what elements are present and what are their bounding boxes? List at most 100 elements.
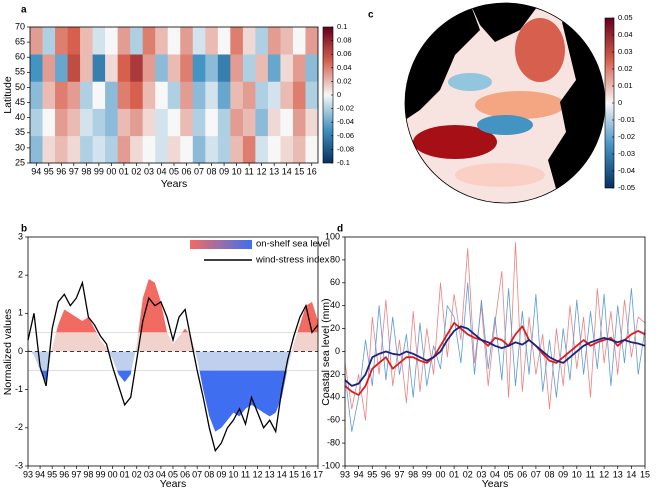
y-tick-label: -1	[15, 384, 23, 394]
area	[56, 279, 318, 333]
x-tick-label: 05	[169, 166, 179, 176]
x-tick-label: 09	[558, 469, 568, 479]
heatmap-cell	[105, 27, 118, 55]
heatmap-cell	[67, 135, 81, 164]
heatmap-cell	[167, 27, 181, 55]
x-tick-label: 15	[294, 166, 304, 176]
heatmap-cell	[142, 27, 156, 55]
x-tick-label: 10	[232, 166, 242, 176]
x-tick-label: 00	[108, 469, 118, 479]
heatmap-cell	[105, 135, 118, 164]
colorbar-tick-label: 0.05	[618, 13, 633, 22]
colorbar-tick-label: 0.04	[618, 30, 633, 39]
x-axis-title: Years	[161, 178, 187, 190]
heatmap-cell	[255, 27, 269, 55]
heatmap-cell	[280, 135, 294, 164]
heatmap-cell	[180, 108, 194, 137]
legend-swatch	[190, 240, 252, 249]
y-tick-label: 65	[15, 36, 25, 46]
colorbar-tick-label: -0.02	[337, 104, 354, 113]
x-tick-label: 08	[545, 469, 555, 479]
y-tick-label: -100	[322, 460, 340, 470]
area	[28, 351, 318, 371]
heatmap-cell	[192, 54, 206, 82]
heatmap-cell	[217, 27, 231, 55]
x-axis-title: Years	[482, 478, 508, 490]
x-tick-label: 14	[282, 166, 292, 176]
x-tick-label: 00	[106, 166, 116, 176]
heatmap-cell	[180, 27, 194, 55]
line	[344, 242, 646, 421]
heatmap-cell	[117, 108, 131, 137]
y-tick-label: -2	[15, 422, 23, 432]
heatmap-cell	[130, 27, 143, 55]
heatmap-cell	[267, 135, 281, 164]
y-tick-label: 2	[18, 270, 23, 280]
heatmap-cell	[242, 54, 256, 82]
heatmap-cell	[55, 54, 68, 82]
x-tick-label: 98	[83, 469, 93, 479]
heatmap-cell	[105, 54, 118, 82]
heatmap-cell	[242, 27, 256, 55]
heatmap-cell	[142, 108, 156, 137]
heatmap-cell	[280, 54, 294, 82]
heatmap-cell	[230, 108, 244, 137]
x-tick-label: 98	[81, 166, 91, 176]
heatmap-cell	[142, 135, 156, 164]
x-tick-label: 00	[435, 469, 445, 479]
colorbar-tick-label: 0	[618, 98, 622, 107]
heatmap-cell	[30, 54, 43, 82]
x-tick-label: 08	[204, 469, 214, 479]
heatmap-cell	[292, 135, 306, 164]
heatmap-cell	[92, 27, 106, 55]
heatmap-cell	[255, 54, 269, 82]
x-tick-label: 15	[289, 469, 299, 479]
x-tick-label: 96	[56, 166, 66, 176]
heatmap-cell	[92, 81, 106, 109]
heatmap-cell	[130, 135, 143, 164]
heatmap-cell	[30, 27, 43, 55]
heatmap-cell	[117, 81, 131, 109]
y-tick-label: 0	[335, 346, 340, 356]
colorbar-tick-label: -0.1	[337, 158, 350, 167]
heatmap-cell	[117, 135, 131, 164]
heatmap-cell	[92, 108, 106, 137]
x-tick-label: 14	[277, 469, 287, 479]
x-tick-label: 13	[265, 469, 275, 479]
y-tick-label: 40	[15, 112, 25, 122]
colorbar-tick-label: 0.1	[337, 22, 347, 31]
heatmap-cell	[230, 54, 244, 82]
x-tick-label: 99	[422, 469, 432, 479]
heatmap-cell	[280, 81, 294, 109]
x-tick-label: 01	[119, 166, 129, 176]
x-tick-label: 04	[156, 166, 166, 176]
heatmap-cell	[267, 54, 281, 82]
x-tick-label: 12	[253, 469, 263, 479]
colorbar-tick-label: -0.02	[618, 132, 635, 141]
heatmap-cell	[80, 108, 93, 137]
x-tick-label: 15	[640, 469, 650, 479]
x-tick-label: 01	[449, 469, 459, 479]
heatmap-cell	[42, 54, 56, 82]
x-tick-label: 03	[144, 469, 154, 479]
heatmap-cell	[217, 108, 231, 137]
heatmap-cell	[142, 54, 156, 82]
heatmap-cell	[242, 135, 256, 164]
heatmap-cell	[167, 135, 181, 164]
heatmap-cell	[80, 135, 93, 164]
anomaly-patch	[477, 115, 533, 135]
x-tick-label: 96	[381, 469, 391, 479]
heatmap-cell	[280, 27, 294, 55]
heatmap-cell	[205, 81, 219, 109]
line	[27, 280, 319, 453]
heatmap-cell	[292, 54, 306, 82]
y-tick-label: 3	[18, 231, 23, 241]
heatmap-cell	[105, 81, 118, 109]
panel-label: a	[21, 5, 27, 16]
heatmap-cell	[267, 27, 281, 55]
x-tick-label: 10	[572, 469, 582, 479]
x-tick-label: 94	[354, 469, 364, 479]
heatmap-cell	[255, 81, 269, 109]
x-tick-label: 99	[95, 469, 105, 479]
x-tick-label: 13	[613, 469, 623, 479]
